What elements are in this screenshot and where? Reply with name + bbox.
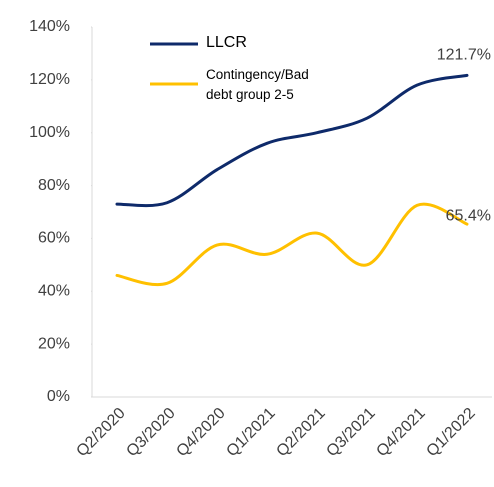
x-tick-label: Q2/2020 bbox=[73, 405, 129, 461]
series-line bbox=[115, 73, 469, 208]
x-tick-label: Q3/2021 bbox=[323, 405, 379, 461]
y-tick-label: 100% bbox=[29, 124, 70, 141]
y-tick-label: 80% bbox=[38, 177, 70, 194]
y-tick-label: 0% bbox=[47, 388, 70, 405]
y-tick-label: 20% bbox=[38, 335, 70, 352]
x-tick-label: Q4/2021 bbox=[373, 405, 429, 461]
legend-label: Contingency/Bad debt group 2-5 bbox=[206, 67, 309, 102]
data-label: 121.7% bbox=[437, 47, 491, 64]
data-label: 65.4% bbox=[446, 207, 491, 224]
y-tick-label: 60% bbox=[38, 230, 70, 247]
y-tick-label: 140% bbox=[29, 18, 70, 35]
x-tick-label: Q4/2020 bbox=[173, 405, 229, 461]
x-tick-label: Q1/2021 bbox=[223, 405, 279, 461]
x-tick-label: Q2/2021 bbox=[273, 405, 329, 461]
legend-label: LLCR bbox=[206, 34, 247, 51]
x-tick-label: Q3/2020 bbox=[123, 405, 179, 461]
series-line bbox=[115, 202, 469, 287]
y-tick-label: 120% bbox=[29, 71, 70, 88]
x-tick-label: Q1/2022 bbox=[423, 405, 479, 461]
y-tick-label: 40% bbox=[38, 283, 70, 300]
